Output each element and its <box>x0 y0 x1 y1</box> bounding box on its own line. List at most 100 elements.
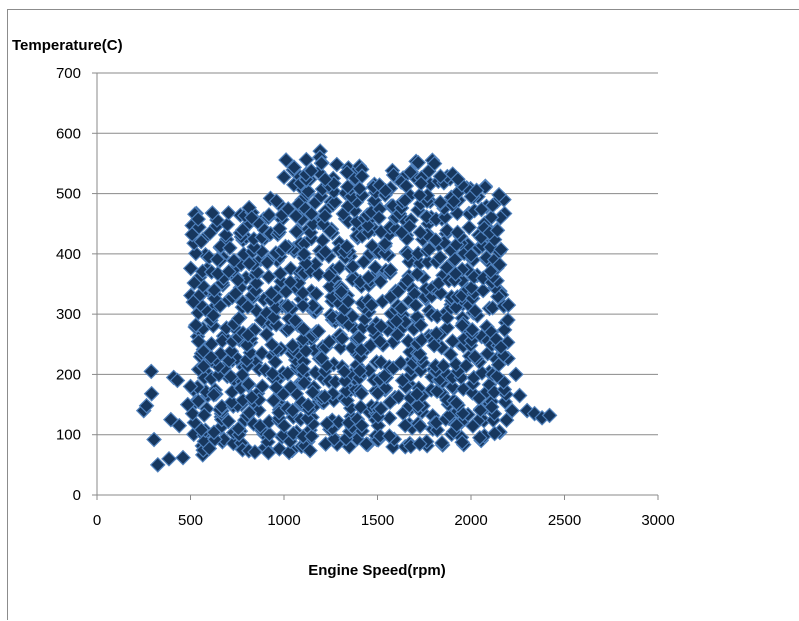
data-point <box>339 179 356 195</box>
data-point <box>407 297 424 314</box>
data-point <box>397 192 413 209</box>
data-point <box>265 392 282 409</box>
data-point <box>276 169 292 186</box>
data-point <box>500 297 517 313</box>
data-point <box>393 300 410 317</box>
data-point <box>234 222 251 238</box>
data-point <box>438 259 455 276</box>
data-point <box>401 218 418 235</box>
data-point <box>241 404 258 421</box>
data-point <box>333 283 350 300</box>
data-point <box>412 418 428 435</box>
data-point <box>432 249 448 266</box>
data-point <box>448 299 464 316</box>
data-point <box>303 162 320 179</box>
data-point <box>372 333 388 350</box>
data-point <box>206 290 223 307</box>
data-point <box>351 180 368 197</box>
data-point <box>426 155 443 172</box>
data-point <box>305 216 321 232</box>
y-tick-label: 500 <box>56 186 81 203</box>
data-point <box>482 263 499 280</box>
data-point <box>220 205 237 221</box>
x-tick-label: 2000 <box>454 512 487 529</box>
data-point <box>220 413 237 430</box>
data-point <box>220 263 237 280</box>
data-point <box>303 428 320 445</box>
data-point <box>454 434 471 451</box>
data-point <box>205 307 222 324</box>
data-point <box>206 424 222 441</box>
data-point <box>439 222 455 239</box>
data-point <box>411 187 428 204</box>
data-point <box>319 415 335 432</box>
data-point <box>187 245 204 262</box>
axes <box>92 72 659 500</box>
data-point <box>504 402 520 419</box>
data-point <box>298 343 314 359</box>
data-point <box>354 168 370 184</box>
data-point <box>467 303 483 319</box>
data-point <box>541 407 558 424</box>
data-point <box>271 220 288 237</box>
data-point <box>258 326 275 343</box>
x-tick-label: 500 <box>178 512 203 529</box>
data-point <box>334 330 351 347</box>
data-point <box>434 435 450 451</box>
data-point <box>336 363 353 380</box>
data-point <box>317 171 334 188</box>
data-point <box>471 390 487 407</box>
data-point <box>204 205 221 221</box>
y-tick-label: 100 <box>56 427 81 444</box>
data-point <box>296 375 312 391</box>
data-point <box>444 379 461 395</box>
data-point <box>313 155 330 172</box>
data-point <box>474 365 490 381</box>
data-point <box>360 269 377 286</box>
data-point <box>295 361 311 377</box>
data-point <box>464 321 481 338</box>
data-point <box>316 388 333 405</box>
data-point <box>260 269 277 285</box>
data-point <box>209 251 226 268</box>
data-point <box>261 426 278 443</box>
data-point <box>261 207 277 223</box>
data-points <box>135 143 558 473</box>
data-point <box>300 397 317 414</box>
data-point <box>321 267 337 284</box>
data-point <box>331 259 348 276</box>
data-point <box>272 265 289 282</box>
data-point <box>411 435 428 452</box>
data-point <box>264 336 280 353</box>
data-point <box>493 241 509 258</box>
data-point <box>328 156 345 173</box>
data-point <box>308 286 325 302</box>
data-point <box>432 194 449 211</box>
data-point <box>353 385 370 402</box>
x-tick-label: 0 <box>93 512 101 529</box>
y-tick-label: 400 <box>56 246 81 263</box>
data-point <box>241 255 258 272</box>
data-point <box>280 201 297 217</box>
data-point <box>397 417 414 434</box>
data-point <box>146 431 162 448</box>
data-point <box>435 357 452 374</box>
data-point <box>352 362 368 379</box>
data-point <box>489 368 505 385</box>
data-point <box>411 346 428 362</box>
data-point <box>243 209 260 226</box>
data-point <box>353 417 370 434</box>
data-point <box>498 412 515 428</box>
x-tick-label: 2500 <box>548 512 581 529</box>
data-point <box>382 262 399 278</box>
data-point <box>182 378 199 395</box>
scatter-chart: Temperature(C) 0 100 200 300 400 500 600 700 0 50… <box>12 37 675 579</box>
data-point <box>429 383 445 400</box>
data-point <box>282 379 299 396</box>
x-tick-label: 1000 <box>267 512 300 529</box>
data-point <box>398 178 415 194</box>
data-point <box>193 233 210 250</box>
data-point <box>483 209 500 226</box>
data-point <box>412 224 429 241</box>
y-tick-label: 200 <box>56 366 81 383</box>
